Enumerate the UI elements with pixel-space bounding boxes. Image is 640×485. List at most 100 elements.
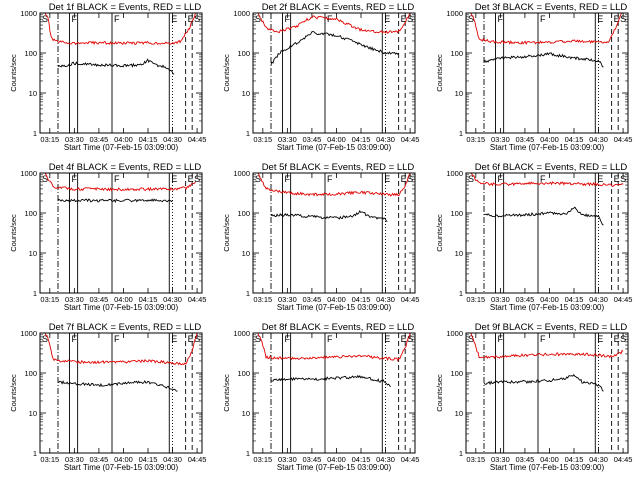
x-axis-label: Start Time (07-Feb-15 03:09:00): [277, 143, 392, 152]
marker-label: F: [114, 14, 120, 24]
series-line-lld: [44, 333, 198, 366]
series-line-lld: [257, 173, 411, 197]
x-tick-label: 04:00: [327, 295, 346, 304]
series-line-events: [57, 379, 178, 392]
series-line-lld: [470, 173, 624, 187]
marker-label: F: [71, 334, 77, 344]
marker-label: E: [188, 334, 194, 344]
marker-label: S: [194, 174, 200, 184]
marker-label: S: [194, 14, 200, 24]
marker-label: F: [497, 174, 503, 184]
marker-label: E: [188, 174, 194, 184]
series-line-lld: [470, 13, 622, 46]
series-line-events: [483, 206, 604, 226]
x-tick-label: 03:30: [65, 135, 84, 144]
chart-title: Det 9f BLACK = Events, RED = LLD: [475, 322, 628, 333]
x-axis-label: Start Time (07-Feb-15 03:09:00): [64, 303, 179, 312]
y-tick-label: 1: [459, 289, 463, 298]
y-tick-label: 1: [246, 289, 250, 298]
y-tick-label: 10: [242, 409, 250, 418]
x-axis-label: Start Time (07-Feb-15 03:09:00): [490, 143, 605, 152]
x-tick-label: 04:30: [163, 295, 182, 304]
x-axis-label: Start Time (07-Feb-15 03:09:00): [64, 143, 179, 152]
x-tick-label: 03:30: [491, 455, 510, 464]
x-tick-label: 04:15: [139, 135, 158, 144]
x-tick-label: 03:15: [466, 295, 485, 304]
marker-label: F: [327, 334, 333, 344]
x-tick-label: 04:30: [376, 135, 395, 144]
y-tick-label: 10: [29, 89, 37, 98]
x-tick-label: 04:00: [327, 455, 346, 464]
x-tick-label: 04:15: [352, 135, 371, 144]
x-tick-label: 04:45: [188, 295, 207, 304]
x-tick-label: 03:15: [466, 135, 485, 144]
x-tick-label: 03:45: [90, 135, 109, 144]
plot-frame: [465, 12, 629, 134]
x-tick-label: 03:15: [40, 455, 59, 464]
marker-label: S: [42, 174, 48, 184]
panel-7: Det 7f BLACK = Events, RED = LLD Counts/s…: [9, 322, 206, 472]
chart-title: Det 6f BLACK = Events, RED = LLD: [475, 162, 628, 173]
x-tick-label: 03:30: [278, 455, 297, 464]
plot-frame: [252, 332, 416, 454]
x-tick-label: 04:15: [139, 455, 158, 464]
x-tick-label: 03:30: [491, 135, 510, 144]
marker-label: E: [614, 334, 620, 344]
marker-label: F: [540, 14, 546, 24]
x-tick-label: 04:00: [114, 295, 133, 304]
marker-label: S: [620, 14, 626, 24]
marker-label: S: [468, 334, 474, 344]
series-line-events: [57, 198, 173, 203]
y-tick-label: 10: [29, 409, 37, 418]
chart-title: Det 3f BLACK = Events, RED = LLD: [475, 2, 628, 13]
y-tick-label: 1000: [233, 9, 250, 18]
marker-label: E: [171, 174, 177, 184]
y-tick-label: 100: [450, 49, 463, 58]
x-tick-label: 03:45: [303, 135, 322, 144]
x-tick-label: 04:45: [188, 135, 207, 144]
plot-frame: [465, 172, 629, 294]
x-tick-label: 04:45: [614, 455, 633, 464]
marker-label: E: [384, 174, 390, 184]
marker-label: E: [384, 334, 390, 344]
marker-label: F: [540, 174, 546, 184]
series-line-events: [270, 374, 391, 388]
x-tick-label: 04:15: [565, 295, 584, 304]
x-tick-label: 03:15: [466, 455, 485, 464]
x-tick-label: 03:15: [40, 295, 59, 304]
marker-label: E: [401, 334, 407, 344]
marker-label: S: [255, 14, 261, 24]
y-tick-label: 1000: [446, 9, 463, 18]
y-tick-label: 10: [455, 249, 463, 258]
x-tick-label: 03:30: [491, 295, 510, 304]
x-tick-label: 03:15: [253, 135, 272, 144]
y-tick-label: 1: [33, 449, 37, 458]
marker-label: F: [71, 174, 77, 184]
plot-frame: [252, 12, 416, 134]
y-tick-label: 100: [237, 49, 250, 58]
x-tick-label: 04:30: [589, 135, 608, 144]
x-tick-label: 03:30: [65, 455, 84, 464]
panel-8: Det 8f BLACK = Events, RED = LLD Counts/s…: [222, 322, 419, 472]
x-tick-label: 04:00: [540, 295, 559, 304]
marker-label: F: [114, 174, 120, 184]
x-tick-label: 04:15: [352, 295, 371, 304]
y-tick-label: 1: [459, 449, 463, 458]
panel-3: Det 3f BLACK = Events, RED = LLD Counts/s…: [435, 2, 632, 152]
y-tick-label: 1: [246, 449, 250, 458]
series-line-events: [270, 209, 388, 223]
x-tick-label: 03:30: [65, 295, 84, 304]
x-tick-label: 03:15: [40, 135, 59, 144]
y-tick-label: 10: [455, 409, 463, 418]
y-tick-label: 1000: [233, 169, 250, 178]
marker-label: F: [284, 174, 290, 184]
y-axis-label: Counts/sec: [9, 214, 18, 252]
marker-label: E: [171, 334, 177, 344]
x-axis-label: Start Time (07-Feb-15 03:09:00): [490, 303, 605, 312]
series-line-events: [57, 58, 175, 75]
y-tick-label: 100: [450, 209, 463, 218]
y-tick-label: 100: [237, 369, 250, 378]
x-tick-label: 03:45: [516, 135, 535, 144]
x-tick-label: 04:00: [327, 135, 346, 144]
